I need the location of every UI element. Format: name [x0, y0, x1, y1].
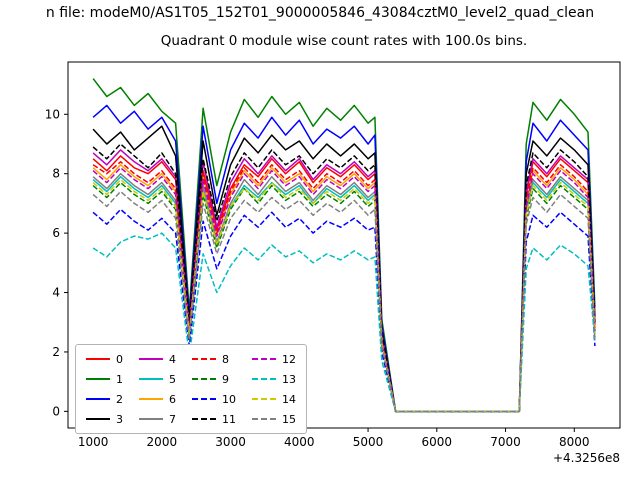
legend-line-sample-4	[139, 358, 163, 360]
legend-label-7: 7	[169, 412, 176, 426]
axes-title: Quadrant 0 module wise count rates with …	[160, 33, 528, 49]
legend-line-sample-13	[252, 378, 276, 380]
legend-line-sample-6	[139, 398, 163, 400]
y-tick-label: 2	[52, 345, 60, 359]
legend-label-9: 9	[222, 372, 229, 386]
legend-line-sample-10	[192, 398, 216, 400]
x-tick-label: 8000	[559, 435, 590, 449]
legend-label-10: 10	[222, 392, 236, 406]
series-line-10	[92, 208, 596, 413]
y-tick-label: 8	[52, 167, 60, 181]
legend-line-sample-12	[252, 358, 276, 360]
legend-item-12: 12	[252, 352, 296, 366]
legend-line-sample-3	[86, 418, 110, 420]
legend-item-8: 8	[192, 352, 236, 366]
legend-item-11: 11	[192, 412, 236, 426]
y-tick-label: 4	[52, 286, 60, 300]
legend-label-12: 12	[282, 352, 296, 366]
legend-item-14: 14	[252, 392, 296, 406]
legend-label-2: 2	[116, 392, 123, 406]
legend-label-6: 6	[169, 392, 176, 406]
legend-line-sample-5	[139, 378, 163, 380]
legend-item-9: 9	[192, 372, 236, 386]
series-line-15	[92, 190, 596, 413]
legend-label-3: 3	[116, 412, 123, 426]
legend-item-2: 2	[86, 392, 123, 406]
legend-label-5: 5	[169, 372, 176, 386]
legend-item-4: 4	[139, 352, 176, 366]
legend-label-1: 1	[116, 372, 123, 386]
legend-item-10: 10	[192, 392, 236, 406]
legend-item-13: 13	[252, 372, 296, 386]
legend-line-sample-0	[86, 358, 110, 360]
x-tick-label: 6000	[422, 435, 453, 449]
legend-label-15: 15	[282, 412, 296, 426]
x-tick-label: 5000	[353, 435, 384, 449]
legend-label-0: 0	[116, 352, 123, 366]
y-tick-label: 0	[52, 404, 60, 418]
legend-line-sample-9	[192, 378, 216, 380]
legend-item-7: 7	[139, 412, 176, 426]
x-tick-label: 2000	[147, 435, 178, 449]
legend-item-1: 1	[86, 372, 123, 386]
legend-line-sample-11	[192, 418, 216, 420]
legend-item-0: 0	[86, 352, 123, 366]
legend-label-14: 14	[282, 392, 296, 406]
legend-line-sample-2	[86, 398, 110, 400]
legend-line-sample-15	[252, 418, 276, 420]
series-line-13	[92, 232, 596, 413]
legend-line-sample-7	[139, 418, 163, 420]
x-tick-label: 4000	[284, 435, 315, 449]
legend-label-4: 4	[169, 352, 176, 366]
legend-line-sample-8	[192, 358, 216, 360]
x-tick-label: 7000	[490, 435, 521, 449]
x-axis-offset-text: +4.3256e8	[553, 451, 620, 465]
legend-label-8: 8	[222, 352, 229, 366]
legend-box: 0 1 2 3 4 5 6 7 8 9 10 11 12 13 14 15	[75, 344, 307, 434]
y-tick-label: 6	[52, 226, 60, 240]
legend-item-6: 6	[139, 392, 176, 406]
series-line-14	[92, 178, 596, 413]
legend-item-15: 15	[252, 412, 296, 426]
x-tick-label: 3000	[215, 435, 246, 449]
legend-line-sample-14	[252, 398, 276, 400]
legend-item-5: 5	[139, 372, 176, 386]
y-tick-label: 10	[45, 107, 60, 121]
axes-frame	[67, 61, 621, 429]
legend-item-3: 3	[86, 412, 123, 426]
x-tick-label: 1000	[78, 435, 109, 449]
legend-line-sample-1	[86, 378, 110, 380]
figure-suptitle: n file: modeM0/AS1T05_152T01_9000005846_…	[45, 5, 595, 21]
legend-label-11: 11	[222, 412, 236, 426]
legend-label-13: 13	[282, 372, 296, 386]
